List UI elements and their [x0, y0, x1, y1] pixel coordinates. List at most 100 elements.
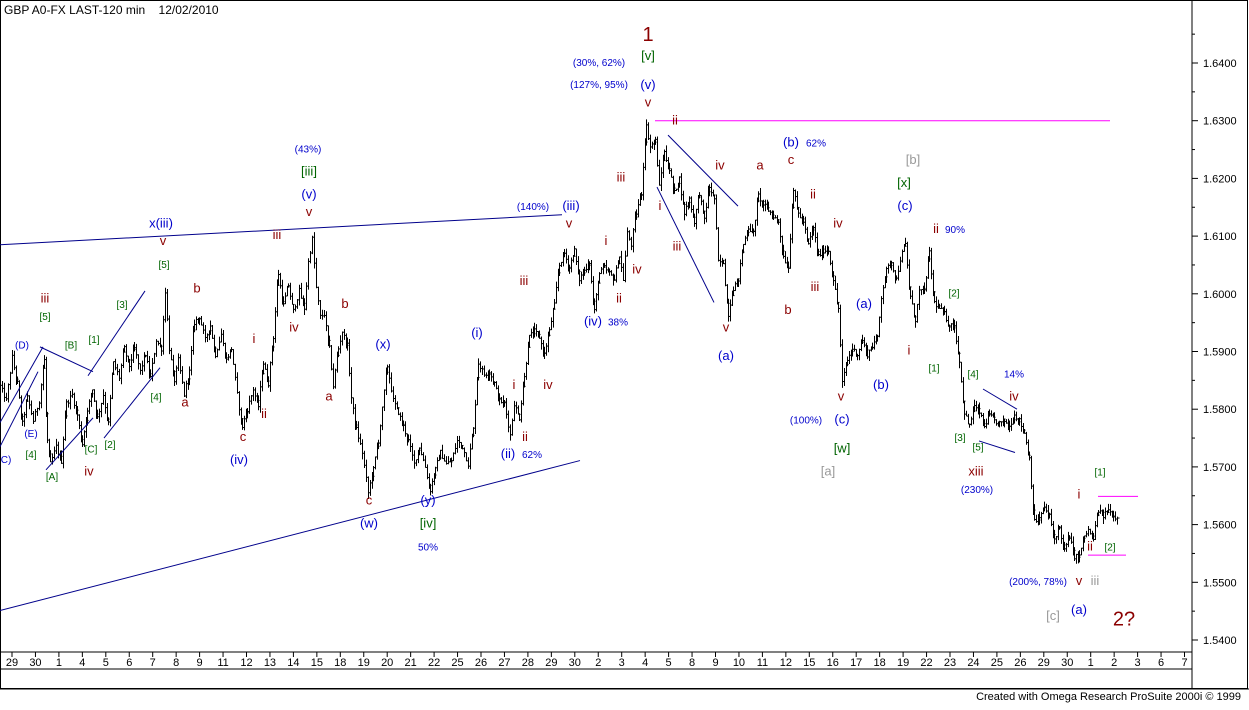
x-tick-label: 9 [197, 657, 203, 669]
x-tick-label: 29 [6, 657, 18, 669]
wave-label: [3] [116, 300, 127, 311]
wave-label: (c) [834, 412, 849, 427]
wave-label: [2] [948, 289, 959, 300]
x-tick-label: 18 [334, 657, 346, 669]
wave-label: 38% [608, 318, 628, 329]
x-tick-label: 30 [29, 657, 41, 669]
wave-label: [5] [972, 443, 983, 454]
wave-label: (b) [783, 135, 799, 150]
wave-label: i [908, 342, 911, 357]
wave-label: ii [522, 429, 528, 444]
wave-label: iii [273, 227, 282, 242]
x-tick-label: 24 [967, 657, 979, 669]
y-tick-label: 1.6000 [1203, 289, 1237, 301]
wave-label: iii [1091, 573, 1100, 588]
x-tick-label: 3 [619, 657, 625, 669]
wave-label: v [645, 94, 652, 109]
wave-label: [4] [967, 369, 978, 380]
x-tick-label: 22 [428, 657, 440, 669]
x-tick-label: 15 [803, 657, 815, 669]
x-tick-label: 26 [1014, 657, 1026, 669]
wave-label: (ii) [501, 446, 515, 461]
wave-label: (b) [873, 377, 889, 392]
wave-label: i [253, 331, 256, 346]
y-tick-label: 1.6200 [1203, 173, 1237, 185]
wave-label: iii [41, 290, 50, 305]
x-tick-label: 11 [757, 657, 768, 669]
wave-label: [b] [906, 152, 920, 167]
wave-label: [B] [65, 341, 77, 352]
x-tick-label: 8 [689, 657, 695, 669]
x-tick-label: 12 [780, 657, 792, 669]
trendline [39, 346, 94, 373]
x-tick-label: 2 [595, 657, 601, 669]
wave-label: [3] [954, 433, 965, 444]
wave-label: xiii [968, 464, 983, 479]
wave-label: [v] [641, 48, 655, 63]
trendline [656, 186, 715, 303]
wave-label: (140%) [517, 202, 549, 213]
x-tick-label: 19 [358, 657, 370, 669]
wave-label: (x) [375, 337, 390, 352]
trendline [0, 460, 581, 612]
wave-label: (200%, 78%) [1009, 577, 1067, 588]
wave-label: (c) [897, 198, 912, 213]
wave-label: a [325, 389, 333, 404]
wave-label: 2? [1113, 609, 1135, 631]
wave-label: (iv) [584, 314, 602, 329]
wave-label: (v) [640, 77, 655, 92]
x-tick-label: 18 [874, 657, 886, 669]
wave-label: ii [1087, 539, 1093, 554]
wave-label: c [240, 429, 247, 444]
x-tick-label: 15 [311, 657, 323, 669]
wave-label: 50% [418, 543, 438, 554]
wave-label: 62% [806, 139, 826, 150]
wave-label: (v) [301, 187, 316, 202]
wave-label: ii [810, 187, 816, 202]
wave-label: [2] [1104, 543, 1115, 554]
wave-label: 62% [522, 450, 542, 461]
x-tick-label: 4 [79, 657, 85, 669]
x-tick-label: 30 [569, 657, 581, 669]
wave-label: [1] [1094, 468, 1105, 479]
wave-label: v [306, 204, 313, 219]
wave-label: 1 [642, 24, 653, 46]
wave-label: (D) [15, 341, 29, 352]
wave-label: iv [1009, 389, 1019, 404]
wave-label: (30%, 62%) [573, 58, 625, 69]
x-tick-label: 3 [1135, 657, 1141, 669]
wave-label: b [193, 281, 200, 296]
y-tick-label: 1.5600 [1203, 520, 1237, 532]
trendline [87, 290, 146, 377]
wave-label: [iv] [420, 515, 437, 530]
wave-label: [a] [821, 464, 835, 479]
y-tick-label: 1.5900 [1203, 347, 1237, 359]
x-tick-label: 17 [850, 657, 862, 669]
x-tick-label: 19 [897, 657, 909, 669]
wave-label: iv [84, 464, 94, 479]
x-tick-label: 23 [944, 657, 956, 669]
wave-label: (a) [1071, 602, 1087, 617]
wave-label: (iv) [230, 452, 248, 467]
y-tick-label: 1.5400 [1203, 635, 1237, 647]
trendline [0, 214, 563, 246]
trendline [0, 371, 39, 447]
wave-label: ii [933, 221, 939, 236]
credit-line: Created with Omega Research ProSuite 200… [976, 691, 1241, 703]
wave-label: (w) [360, 515, 378, 530]
wave-label: [5] [39, 312, 50, 323]
x-tick-label: 29 [545, 657, 557, 669]
chart-header: GBP A0-FX LAST-120 min 12/02/2010 [4, 3, 219, 17]
x-tick-label: 20 [381, 657, 393, 669]
x-tick-label: 16 [827, 657, 839, 669]
wave-label: (E) [24, 429, 37, 440]
x-tick-label: 1 [1088, 657, 1094, 669]
x-tick-label: 12 [240, 657, 252, 669]
wave-label: (iii) [562, 198, 579, 213]
wave-label: (100%) [790, 416, 822, 427]
wave-label: [iii] [301, 164, 317, 179]
wave-label: [4] [25, 450, 36, 461]
x-tick-label: 5 [666, 657, 672, 669]
x-tick-label: 2 [1111, 657, 1117, 669]
